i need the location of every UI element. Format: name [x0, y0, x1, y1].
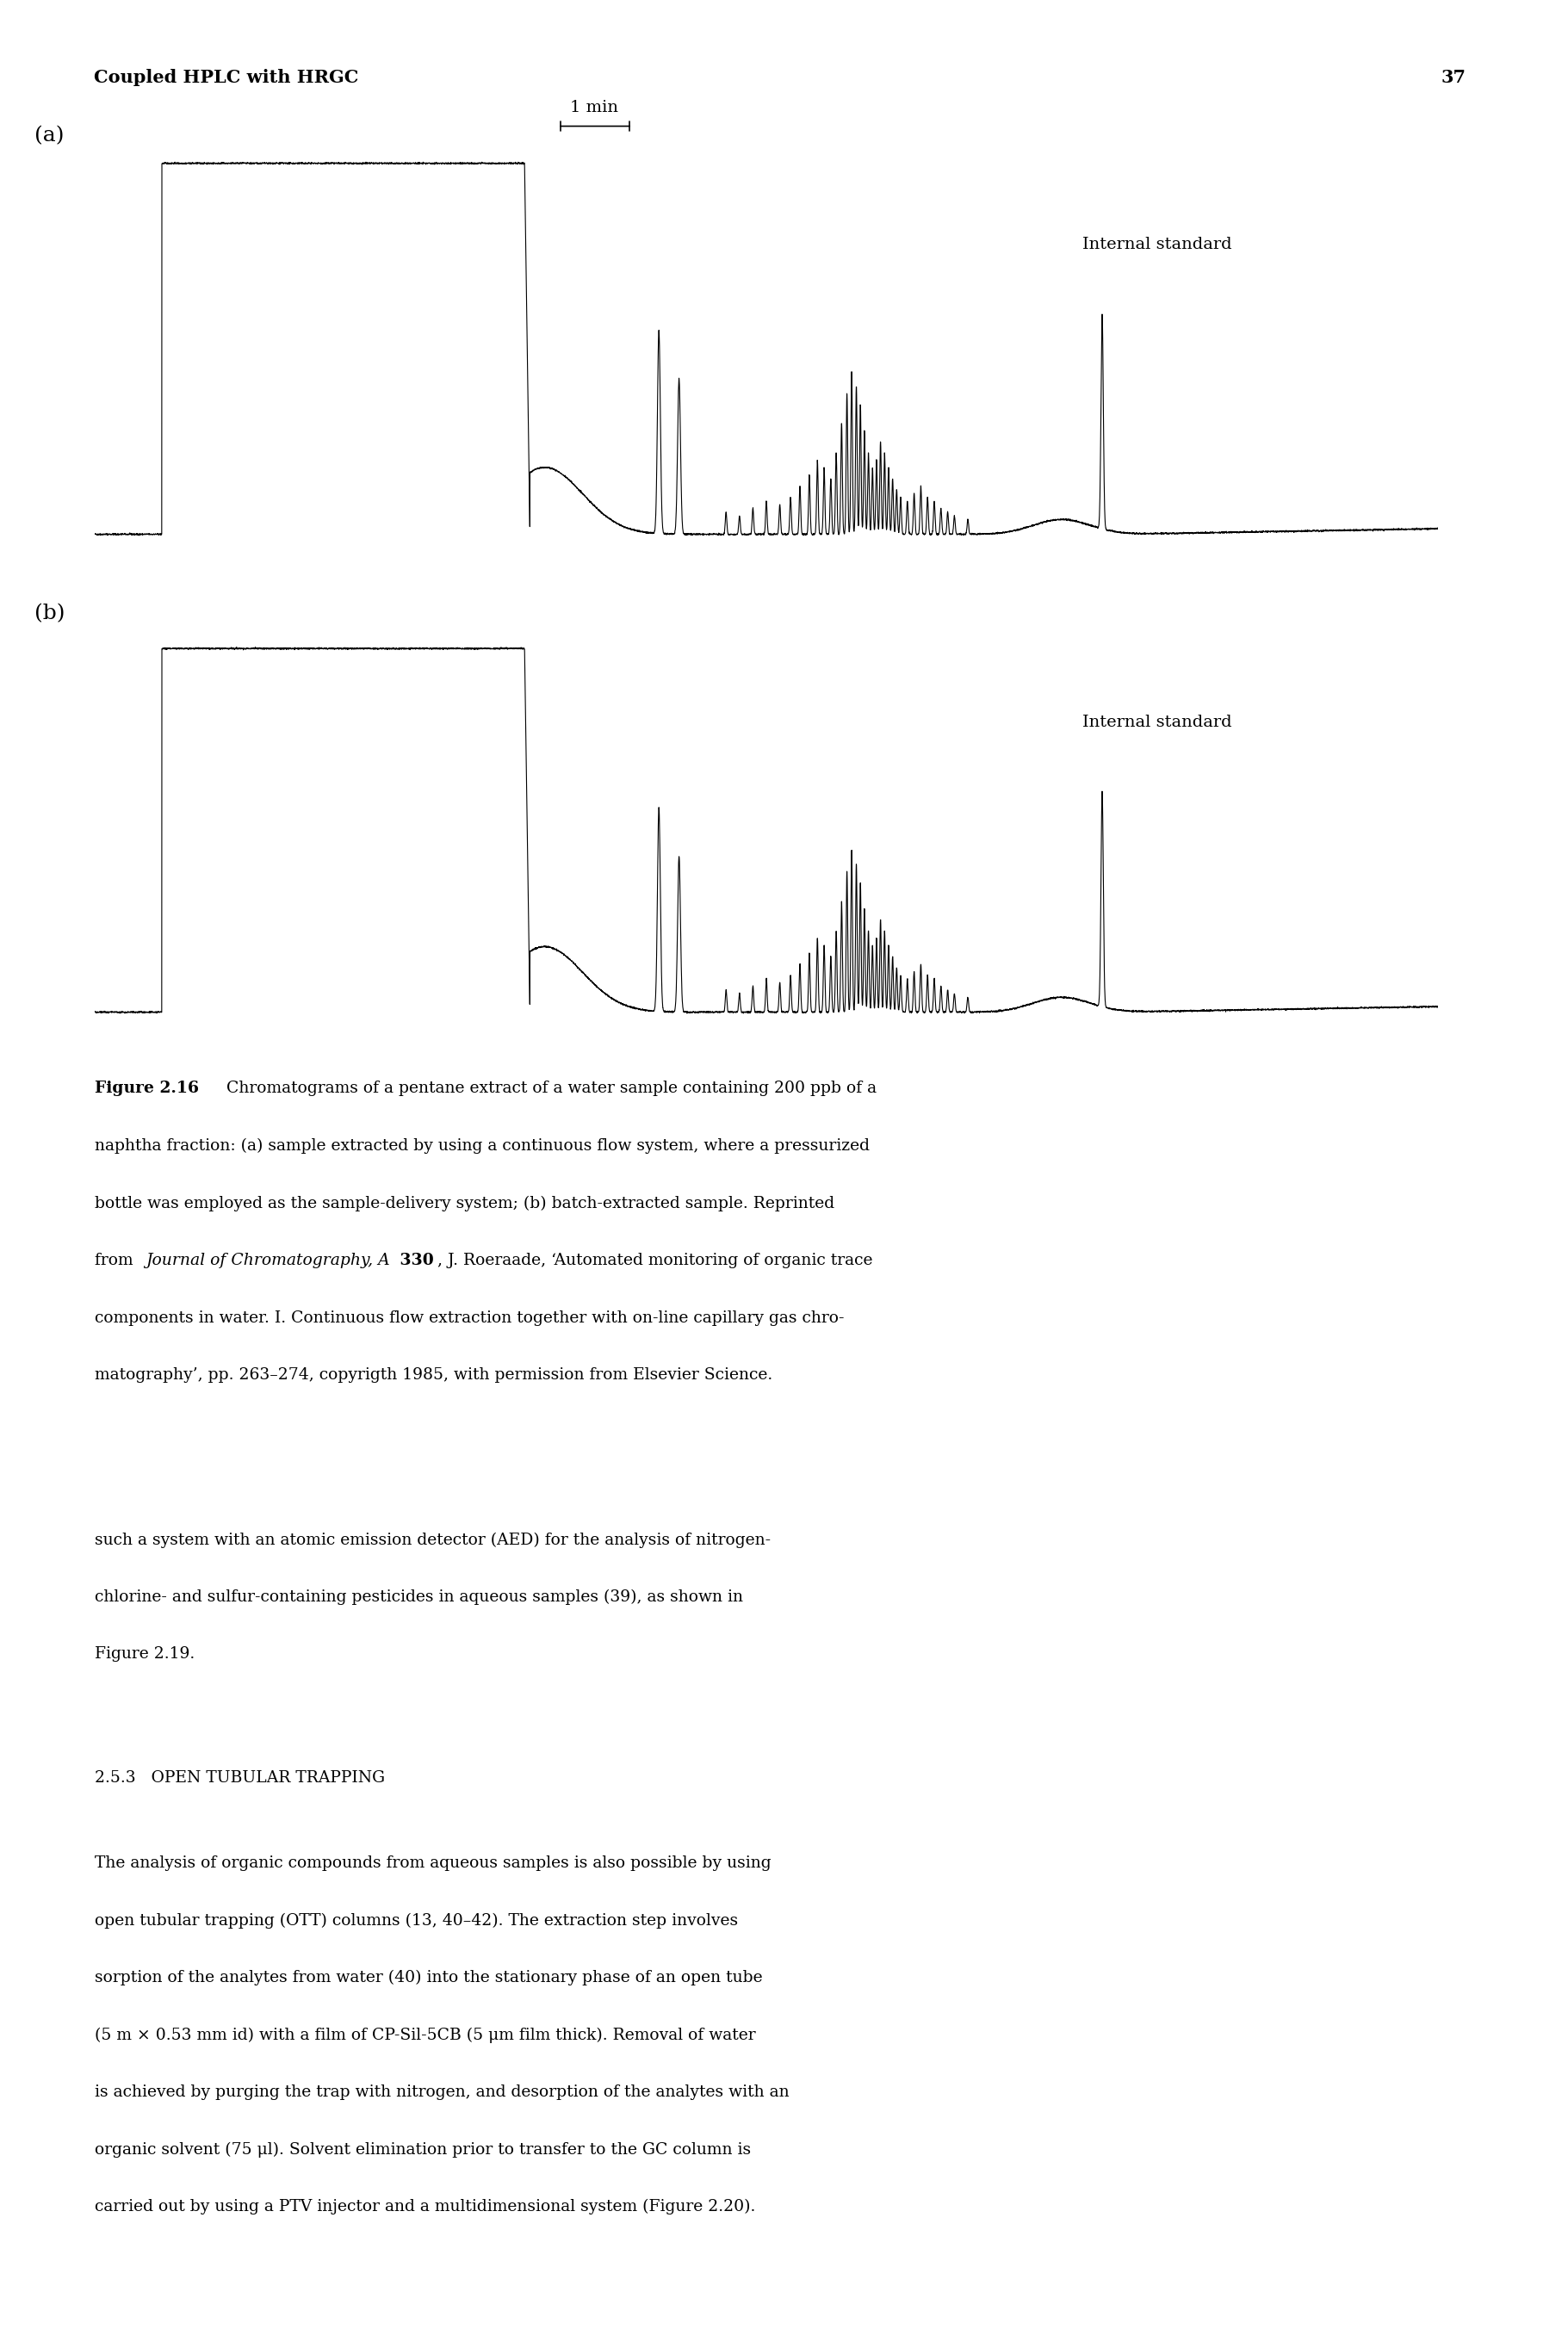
- Text: (a): (a): [34, 126, 64, 147]
- Text: (b): (b): [34, 603, 64, 624]
- Text: is achieved by purging the trap with nitrogen, and desorption of the analytes wi: is achieved by purging the trap with nit…: [94, 2084, 789, 2101]
- Text: from: from: [94, 1253, 138, 1269]
- Text: (5 m × 0.53 mm id) with a film of CP-Sil-5CB (5 μm film thick). Removal of water: (5 m × 0.53 mm id) with a film of CP-Sil…: [94, 2026, 756, 2043]
- Text: Figure 2.16: Figure 2.16: [94, 1081, 199, 1097]
- Text: chlorine- and sulfur-containing pesticides in aqueous samples (39), as shown in: chlorine- and sulfur-containing pesticid…: [94, 1588, 743, 1605]
- Text: Figure 2.19.: Figure 2.19.: [94, 1647, 194, 1661]
- Text: organic solvent (75 μl). Solvent elimination prior to transfer to the GC column : organic solvent (75 μl). Solvent elimina…: [94, 2143, 751, 2157]
- Text: , J. Roeraade, ‘Automated monitoring of organic trace: , J. Roeraade, ‘Automated monitoring of …: [437, 1253, 872, 1269]
- Text: Internal standard: Internal standard: [1082, 238, 1231, 252]
- Text: components in water. I. Continuous flow extraction together with on-line capilla: components in water. I. Continuous flow …: [94, 1311, 844, 1325]
- Text: 2.5.3   OPEN TUBULAR TRAPPING: 2.5.3 OPEN TUBULAR TRAPPING: [94, 1770, 386, 1786]
- Text: 330: 330: [394, 1253, 434, 1269]
- Text: carried out by using a PTV injector and a multidimensional system (Figure 2.20).: carried out by using a PTV injector and …: [94, 2199, 756, 2215]
- Text: naphtha fraction: (a) sample extracted by using a continuous flow system, where : naphtha fraction: (a) sample extracted b…: [94, 1139, 870, 1153]
- Text: Journal of Chromatography, A: Journal of Chromatography, A: [146, 1253, 390, 1269]
- Text: Internal standard: Internal standard: [1082, 715, 1231, 729]
- Text: 1 min: 1 min: [571, 100, 618, 114]
- Text: The analysis of organic compounds from aqueous samples is also possible by using: The analysis of organic compounds from a…: [94, 1856, 771, 1870]
- Text: bottle was employed as the sample-delivery system; (b) batch-extracted sample. R: bottle was employed as the sample-delive…: [94, 1195, 834, 1211]
- Text: open tubular trapping (OTT) columns (13, 40–42). The extraction step involves: open tubular trapping (OTT) columns (13,…: [94, 1912, 739, 1928]
- Text: such a system with an atomic emission detector (AED) for the analysis of nitroge: such a system with an atomic emission de…: [94, 1532, 771, 1549]
- Text: Chromatograms of a pentane extract of a water sample containing 200 ppb of a: Chromatograms of a pentane extract of a …: [226, 1081, 877, 1097]
- Text: sorption of the analytes from water (40) into the stationary phase of an open tu: sorption of the analytes from water (40)…: [94, 1970, 762, 1987]
- Text: matography’, pp. 263–274, copyrigth 1985, with permission from Elsevier Science.: matography’, pp. 263–274, copyrigth 1985…: [94, 1367, 773, 1383]
- Text: Coupled HPLC with HRGC: Coupled HPLC with HRGC: [94, 70, 359, 86]
- Text: 37: 37: [1441, 70, 1466, 86]
